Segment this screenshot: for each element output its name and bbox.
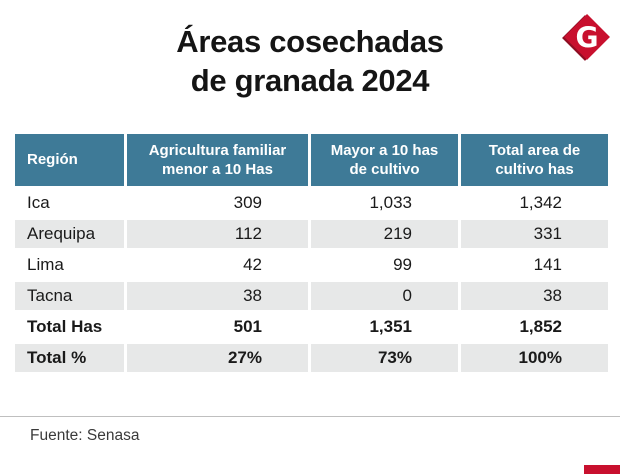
familiar-cell: 42 — [124, 248, 311, 282]
header-total: Total area de cultivo has — [458, 131, 611, 189]
gestion-logo-icon: G — [562, 14, 610, 61]
footer-divider — [0, 416, 620, 417]
header-total-line-2: cultivo has — [495, 161, 574, 178]
familiar-cell: 309 — [124, 186, 311, 220]
corner-red-mark — [584, 465, 620, 474]
mayor-cell: 1,351 — [308, 310, 461, 344]
total-cell: 38 — [458, 279, 611, 313]
table-row-total-pct: Total % 27% 73% 100% — [12, 341, 611, 375]
header-region: Región — [12, 131, 127, 189]
header-mayor-line-2: de cultivo — [349, 161, 420, 178]
total-cell: 1,342 — [458, 186, 611, 220]
header-familiar-line-2: menor a 10 Has — [162, 161, 273, 178]
mayor-cell: 73% — [308, 341, 461, 375]
familiar-cell: 501 — [124, 310, 311, 344]
mayor-cell: 1,033 — [308, 186, 461, 220]
table-row: Tacna 38 0 38 — [12, 279, 611, 313]
header-mayor-line-1: Mayor a 10 has — [330, 141, 439, 159]
total-cell: 141 — [458, 248, 611, 282]
mayor-cell: 99 — [308, 248, 461, 282]
total-cell: 100% — [458, 341, 611, 375]
familiar-cell: 38 — [124, 279, 311, 313]
familiar-cell: 112 — [124, 217, 311, 251]
table-row: Lima 42 99 141 — [12, 248, 611, 282]
title-line-1: Áreas cosechadas — [176, 24, 444, 59]
header-row: Región Agricultura familiar menor a 10 H… — [12, 131, 611, 189]
table-row: Ica 309 1,033 1,342 — [12, 186, 611, 220]
table-row: Arequipa 112 219 331 — [12, 217, 611, 251]
table-row-total-has: Total Has 501 1,351 1,852 — [12, 310, 611, 344]
source-text: Fuente: Senasa — [30, 427, 140, 444]
harvest-areas-table: Región Agricultura familiar menor a 10 H… — [12, 131, 611, 375]
total-cell: 331 — [458, 217, 611, 251]
header-total-line-1: Total area de — [488, 141, 581, 159]
region-cell: Total % — [12, 341, 127, 375]
region-cell: Ica — [12, 186, 127, 220]
header-familiar-line-1: Agricultura familiar — [148, 141, 287, 159]
region-cell: Total Has — [12, 310, 127, 344]
familiar-cell: 27% — [124, 341, 311, 375]
region-cell: Lima — [12, 248, 127, 282]
mayor-cell: 0 — [308, 279, 461, 313]
region-cell: Arequipa — [12, 217, 127, 251]
total-cell: 1,852 — [458, 310, 611, 344]
page-title: Áreas cosechadas de granada 2024 — [0, 22, 620, 100]
title-line-2: de granada 2024 — [190, 63, 430, 99]
mayor-cell: 219 — [308, 217, 461, 251]
header-mayor: Mayor a 10 has de cultivo — [308, 131, 461, 189]
logo-letter: G — [576, 21, 599, 54]
region-cell: Tacna — [12, 279, 127, 313]
header-familiar: Agricultura familiar menor a 10 Has — [124, 131, 311, 189]
